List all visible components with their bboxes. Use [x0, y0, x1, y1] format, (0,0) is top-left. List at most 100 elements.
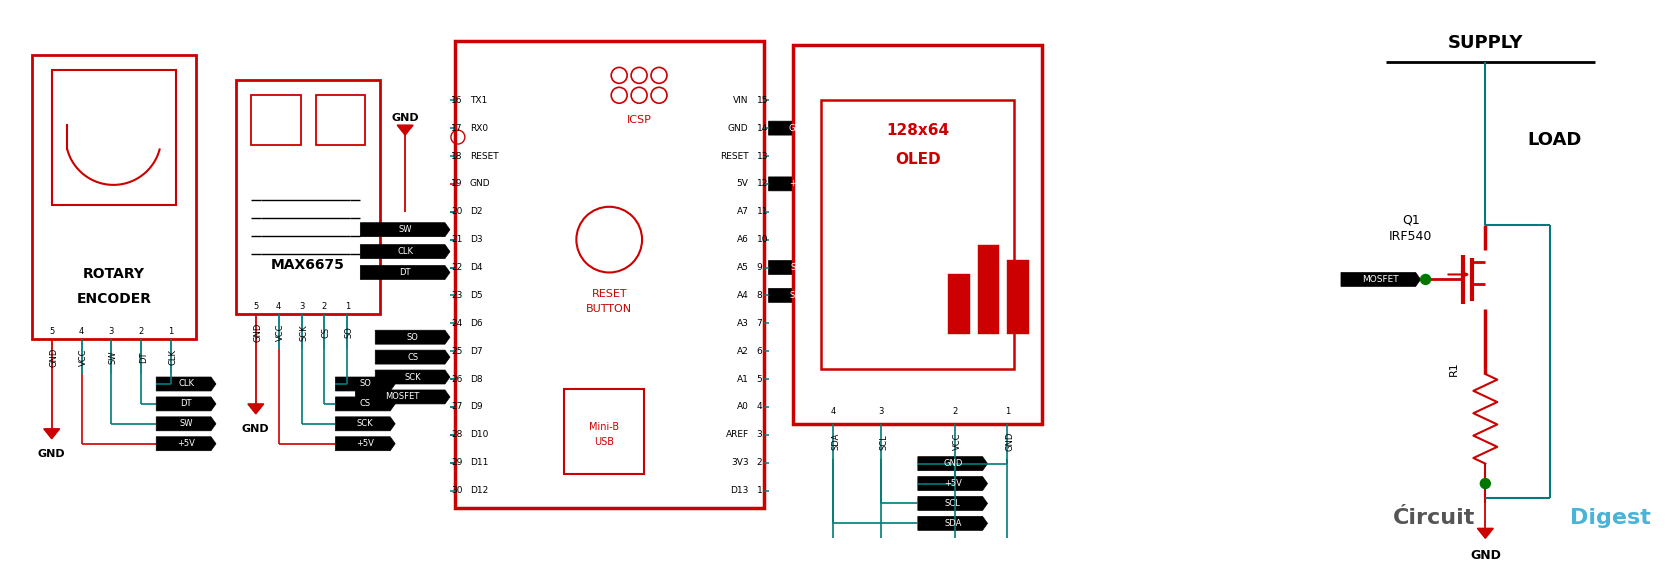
Text: SW: SW	[399, 225, 412, 234]
Text: 2: 2	[322, 302, 327, 311]
Text: 20: 20	[451, 207, 463, 216]
Text: GND: GND	[38, 449, 65, 459]
Text: DT: DT	[139, 351, 149, 363]
Text: 25: 25	[451, 347, 463, 356]
Text: 10: 10	[757, 235, 768, 244]
Text: 6: 6	[757, 347, 762, 356]
Text: D7: D7	[469, 347, 483, 356]
Polygon shape	[919, 496, 987, 510]
Text: SCL: SCL	[880, 434, 888, 450]
Text: Ćircuit: Ćircuit	[1393, 508, 1475, 528]
FancyBboxPatch shape	[947, 275, 970, 334]
Text: Digest: Digest	[1570, 508, 1652, 528]
Text: A6: A6	[736, 235, 748, 244]
Text: GND: GND	[254, 323, 262, 342]
Text: 3: 3	[299, 302, 304, 311]
Text: D10: D10	[469, 430, 488, 439]
Text: RESET: RESET	[720, 152, 748, 161]
Text: 12: 12	[757, 179, 768, 188]
Text: CS: CS	[322, 327, 331, 338]
Text: 17: 17	[451, 124, 463, 133]
Text: VCC: VCC	[954, 433, 962, 451]
Text: D13: D13	[730, 486, 748, 495]
Text: D5: D5	[469, 291, 483, 300]
Text: DT: DT	[180, 399, 192, 408]
Text: RESET: RESET	[591, 289, 626, 299]
Text: 18: 18	[451, 152, 463, 161]
FancyBboxPatch shape	[793, 46, 1042, 424]
FancyBboxPatch shape	[1465, 252, 1473, 307]
Text: AREF: AREF	[725, 430, 748, 439]
Text: 2: 2	[139, 327, 144, 336]
Text: GND: GND	[788, 124, 808, 133]
Polygon shape	[336, 437, 396, 451]
Text: SO: SO	[346, 327, 354, 338]
Polygon shape	[361, 266, 449, 279]
Polygon shape	[376, 370, 449, 384]
Text: 11: 11	[757, 207, 768, 216]
Text: 8: 8	[757, 291, 762, 300]
FancyBboxPatch shape	[454, 41, 763, 508]
Text: 13: 13	[757, 152, 768, 161]
Polygon shape	[336, 377, 396, 391]
Text: D3: D3	[469, 235, 483, 244]
Text: GND: GND	[469, 179, 491, 188]
Polygon shape	[376, 350, 449, 364]
Text: 5V: 5V	[736, 179, 748, 188]
Text: 21: 21	[451, 235, 463, 244]
Text: SCK: SCK	[404, 372, 421, 381]
Text: USB: USB	[595, 437, 615, 447]
Text: D2: D2	[469, 207, 483, 216]
Text: MAX6675: MAX6675	[271, 258, 346, 271]
Text: MOSFET: MOSFET	[1363, 275, 1399, 284]
Text: SUPPLY: SUPPLY	[1448, 33, 1523, 51]
Text: 24: 24	[451, 319, 463, 328]
Text: 26: 26	[451, 374, 463, 384]
FancyBboxPatch shape	[977, 245, 999, 334]
Text: A3: A3	[736, 319, 748, 328]
Text: ICSP: ICSP	[626, 115, 651, 125]
Polygon shape	[43, 429, 60, 439]
Text: SW: SW	[109, 350, 119, 364]
Text: SCL: SCL	[790, 263, 807, 272]
Text: 2: 2	[757, 458, 762, 467]
Polygon shape	[919, 477, 987, 491]
Text: 30: 30	[451, 486, 463, 495]
Text: LOAD: LOAD	[1528, 131, 1581, 149]
Text: SCK: SCK	[299, 324, 307, 341]
Text: GND: GND	[1005, 432, 1015, 451]
Text: GND: GND	[48, 347, 58, 367]
Text: 5: 5	[254, 302, 259, 311]
Polygon shape	[919, 517, 987, 530]
Text: GND: GND	[728, 124, 748, 133]
FancyBboxPatch shape	[1007, 259, 1029, 334]
Polygon shape	[1478, 528, 1493, 538]
Text: 1: 1	[344, 302, 351, 311]
Polygon shape	[157, 417, 215, 431]
Text: 2: 2	[952, 407, 957, 416]
Text: 27: 27	[451, 402, 463, 411]
Text: D8: D8	[469, 374, 483, 384]
Text: 4: 4	[78, 327, 84, 336]
Circle shape	[1421, 275, 1431, 284]
Text: 5: 5	[757, 374, 762, 384]
FancyBboxPatch shape	[250, 95, 301, 145]
Polygon shape	[356, 390, 449, 404]
Text: MOSFET: MOSFET	[386, 393, 419, 402]
Text: 128x64: 128x64	[887, 122, 950, 138]
Text: VCC: VCC	[276, 324, 286, 341]
Text: A1: A1	[736, 374, 748, 384]
Polygon shape	[336, 397, 396, 411]
Text: SO: SO	[359, 380, 371, 389]
Text: CLK: CLK	[179, 380, 194, 389]
Polygon shape	[157, 437, 215, 451]
Text: A2: A2	[736, 347, 748, 356]
Text: 23: 23	[451, 291, 463, 300]
Text: R1: R1	[1448, 362, 1458, 376]
Text: RX0: RX0	[469, 124, 488, 133]
Polygon shape	[361, 223, 449, 237]
Polygon shape	[247, 404, 264, 414]
Polygon shape	[157, 377, 215, 391]
Text: SDA: SDA	[944, 519, 962, 528]
Text: BUTTON: BUTTON	[586, 305, 633, 314]
